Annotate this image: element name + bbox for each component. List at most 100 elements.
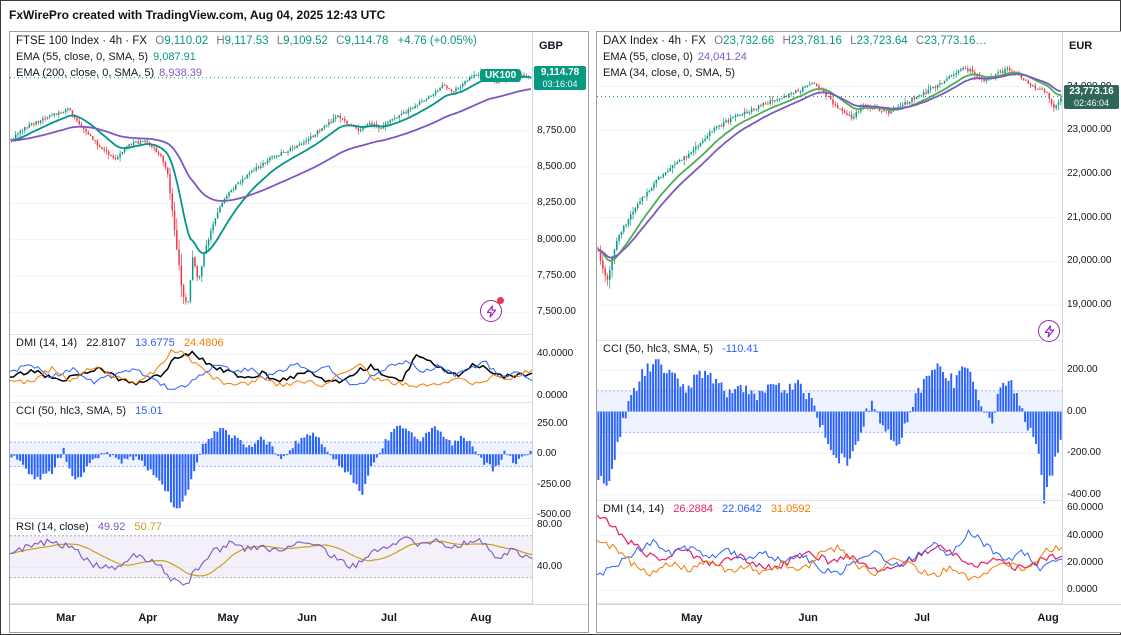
dax-price-badge: 23,773.16 02:46:04: [1064, 84, 1119, 109]
time-axis-month-label: Mar: [56, 612, 76, 624]
ohlc-low-value: 9,109.52: [283, 35, 328, 47]
ohlc-high-label: H: [782, 35, 791, 47]
ohlc-high-label: H: [216, 35, 225, 47]
axis-tick-label: 7,750.00: [537, 269, 576, 281]
ftse-symbol-legend: FTSE 100 Index · 4h · FX O9,110.02 H9,11…: [16, 35, 477, 47]
cci-label: CCI (50, hlc3, SMA, 5): [16, 405, 127, 417]
uk100-price-flag: UK100: [480, 68, 522, 82]
dmi-adx-value: 26.2884: [673, 503, 713, 515]
ftse-chart-panel: GBP 9,114.78 03:16:04 8,750.00 8,500.00 8,…: [9, 31, 589, 633]
change-value: +4.76 (+0.05%): [397, 35, 477, 47]
ftse-rsi-legend: RSI (14, close) 49.92 50.77: [16, 521, 162, 533]
axis-tick-label: 23,000.00: [1067, 124, 1112, 136]
attribution-text: FxWirePro created with TradingView.com, …: [9, 8, 386, 22]
ohlc-high-value: 23,781.16: [790, 35, 842, 47]
time-axis-month-label: Jul: [914, 612, 930, 624]
axis-tick-label: 7,500.00: [537, 306, 576, 318]
dax-ema55-legend: EMA (55, close, 0) 24,041.24: [603, 51, 747, 63]
dax-bar-countdown: 02:46:04: [1073, 97, 1110, 108]
ema200-label: EMA (200, close, 0, SMA, 5): [16, 67, 155, 79]
ohlc-close-label: C: [336, 35, 345, 47]
dmi-minus-di-value: 24.4806: [183, 337, 224, 349]
ftse-dmi-legend: DMI (14, 14) 22.8107 13.6775 24.4806: [16, 337, 224, 349]
dmi-plus-di-value: 22.0642: [722, 503, 762, 515]
instant-trading-button[interactable]: [480, 300, 502, 322]
dax-ema34-legend: EMA (34, close, 0, SMA, 5): [603, 67, 741, 79]
cci-label: CCI (50, hlc3, SMA, 5): [603, 343, 714, 355]
ohlc-close-value: 9,114.78: [344, 35, 389, 47]
ohlc-open-value: 23,732.66: [723, 35, 775, 47]
ftse-cci-legend: CCI (50, hlc3, SMA, 5) 15.01: [16, 405, 163, 417]
axis-tick-label: 8,750.00: [537, 124, 576, 136]
axis-tick-label: 8,500.00: [537, 161, 576, 173]
axis-tick-label: 200.00: [1067, 363, 1098, 375]
dax-plot-area[interactable]: [597, 32, 1062, 604]
dmi-label: DMI (14, 14): [16, 337, 78, 349]
ema55-label: EMA (55, close, 0, SMA, 5): [16, 51, 149, 63]
time-axis-month-label: Jun: [297, 612, 317, 624]
ftse-ema200-legend: EMA (200, close, 0, SMA, 5) 8,938.39: [16, 67, 202, 79]
axis-tick-label: -400.00: [1067, 488, 1101, 500]
time-axis-month-label: Jul: [381, 612, 397, 624]
ohlc-low-value: 23,723.64: [856, 35, 908, 47]
ftse-price-badge: 9,114.78 03:16:04: [534, 65, 586, 90]
ohlc-close-label: C: [915, 35, 925, 47]
ftse-time-axis[interactable]: Mar Apr May Jun Jul Aug: [10, 604, 588, 632]
time-axis-month-label: May: [681, 612, 703, 624]
axis-tick-label: 0.00: [537, 448, 557, 460]
axis-tick-label: 20,000.00: [1067, 255, 1112, 267]
ema200-value: 8,938.39: [159, 67, 202, 79]
ohlc-open-value: 9,110.02: [164, 35, 209, 47]
instant-trading-button[interactable]: [1038, 320, 1060, 342]
axis-tick-label: 0.0000: [1067, 584, 1098, 596]
ema55-value: 9,087.91: [153, 51, 196, 63]
ftse-plot-area[interactable]: [10, 32, 532, 604]
axis-tick-label: 22,000.00: [1067, 167, 1112, 179]
ftse-ema55-legend: EMA (55, close, 0, SMA, 5) 9,087.91: [16, 51, 196, 63]
ema34-label: EMA (34, close, 0, SMA, 5): [603, 67, 736, 79]
axis-tick-label: 80.00: [537, 519, 563, 531]
currency-label: EUR: [1069, 40, 1093, 52]
axis-tick-label: 19,000.00: [1067, 299, 1112, 311]
rsi-label: RSI (14, close): [16, 521, 89, 533]
ohlc-high-value: 9,117.53: [224, 35, 269, 47]
dax-chart-panel: EUR 23,773.16 02:46:04 24,000.0023,000.0…: [596, 31, 1121, 633]
dax-symbol-legend: DAX Index · 4h · FX O23,732.66 H23,781.1…: [603, 35, 987, 47]
ohlc-low-label: L: [276, 35, 284, 47]
time-axis-month-label: Jun: [798, 612, 818, 624]
ftse-price-axis[interactable]: GBP 9,114.78 03:16:04 8,750.00 8,500.00 8,…: [532, 32, 588, 604]
axis-tick-label: 0.00: [1067, 405, 1087, 417]
axis-tick-label: 40.0000: [537, 347, 574, 359]
axis-tick-label: 40.0000: [1067, 529, 1104, 541]
axis-tick-label: 0.0000: [537, 389, 568, 401]
ema55-label: EMA (55, close, 0): [603, 51, 693, 63]
cci-value: -110.41: [722, 343, 759, 355]
axis-tick-label: -200.00: [1067, 447, 1101, 459]
axis-tick-label: 250.00: [537, 417, 568, 429]
axis-tick-label: 21,000.00: [1067, 211, 1112, 223]
dmi-label: DMI (14, 14): [603, 503, 665, 515]
ema55-value: 24,041.24: [697, 51, 747, 63]
currency-label: GBP: [539, 40, 563, 52]
time-axis-month-label: Aug: [1037, 612, 1059, 624]
axis-tick-label: 40.00: [537, 561, 563, 573]
lightning-icon: [486, 304, 496, 318]
dax-dmi-legend: DMI (14, 14) 26.2884 22.0642 31.0592: [603, 503, 811, 515]
axis-tick-label: -250.00: [537, 478, 571, 490]
axis-tick-label: 20.0000: [1067, 556, 1104, 568]
ohlc-close-value: 23,773.16…: [924, 35, 987, 47]
axis-tick-label: 60.0000: [1067, 502, 1104, 514]
time-axis-month-label: Aug: [470, 612, 492, 624]
dax-title: DAX Index · 4h · FX: [603, 35, 706, 47]
ohlc-open-label: O: [714, 35, 724, 47]
dmi-adx-value: 22.8107: [86, 337, 126, 349]
rsi-value: 49.92: [97, 521, 126, 533]
rsi-ma-value: 50.77: [134, 521, 162, 533]
dax-time-axis[interactable]: May Jun Jul Aug: [597, 604, 1121, 632]
dax-price-axis[interactable]: EUR 23,773.16 02:46:04 24,000.0023,000.0…: [1062, 32, 1121, 604]
ohlc-open-label: O: [155, 35, 165, 47]
dmi-plus-di-value: 13.6775: [135, 337, 175, 349]
dax-cci-legend: CCI (50, hlc3, SMA, 5) -110.41: [603, 343, 759, 355]
time-axis-month-label: May: [217, 612, 239, 624]
